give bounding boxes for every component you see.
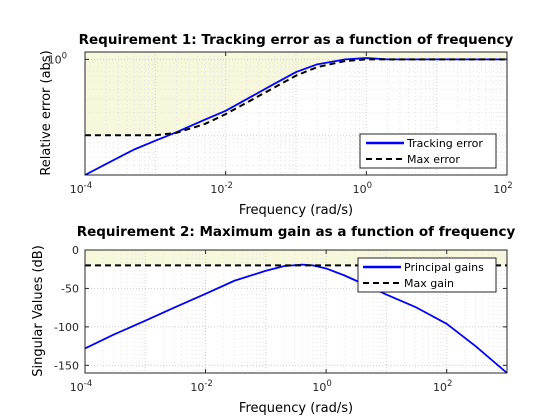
x-tick-label: 10-4: [70, 181, 92, 196]
chart-title-1: Requirement 1: Tracking error as a funct…: [79, 32, 514, 48]
y-tick-label: -100: [54, 321, 79, 334]
legend-box-2: [357, 257, 497, 293]
y-tick-label: 0: [72, 244, 79, 257]
x-tick-label: 10-4: [70, 379, 92, 394]
series-line-tracking-error: [84, 57, 507, 176]
series-line-max-error: [85, 58, 507, 137]
legend-label-max-error: Max error: [407, 153, 460, 166]
x-axis-label-1: Frequency (rad/s): [239, 203, 353, 218]
axes-1: 10-4 10-2 100 102 100 Requirement 1: Trackin…: [39, 32, 514, 218]
legend-label-max-gain: Max gain: [404, 277, 454, 290]
legend-label-principal-gains: Principal gains: [404, 261, 484, 274]
legend-label-tracking-error: Tracking error: [406, 137, 483, 150]
y-tick-label: -50: [61, 282, 79, 295]
y-tick-label: -150: [54, 359, 79, 372]
x-tick-label: 102: [433, 379, 452, 394]
axes-frame-2: [84, 249, 508, 374]
ticks-2: 10-4 10-2 100 102 0 -50 -100 -150: [54, 244, 507, 394]
legend-1: Tracking error Max error: [359, 133, 497, 169]
y-axis-label-2: Singular Values (dB): [31, 245, 46, 377]
x-tick-label: 102: [493, 181, 512, 196]
x-tick-label: 10-2: [210, 181, 232, 196]
ticks-1: 10-4 10-2 100 102 100: [48, 51, 513, 196]
x-tick-label: 100: [353, 181, 372, 196]
shaded-region-1: [85, 52, 507, 136]
legend-2: Principal gains Max gain: [357, 257, 497, 293]
legend-box-1: [359, 133, 497, 169]
x-tick-label: 100: [312, 379, 331, 394]
plot-clip-1: [84, 57, 507, 176]
axes-2: 10-4 10-2 100 102 0 -50 -100 -150 Requirement 2…: [31, 224, 515, 416]
axes-frame-1: [84, 51, 508, 176]
x-tick-label: 10-2: [190, 379, 212, 394]
x-axis-label-2: Frequency (rad/s): [239, 401, 353, 416]
y-axis-label-1: Relative error (abs): [39, 50, 54, 175]
y-tick-label: 100: [48, 51, 67, 66]
chart-title-2: Requirement 2: Maximum gain as a functio…: [77, 224, 516, 240]
